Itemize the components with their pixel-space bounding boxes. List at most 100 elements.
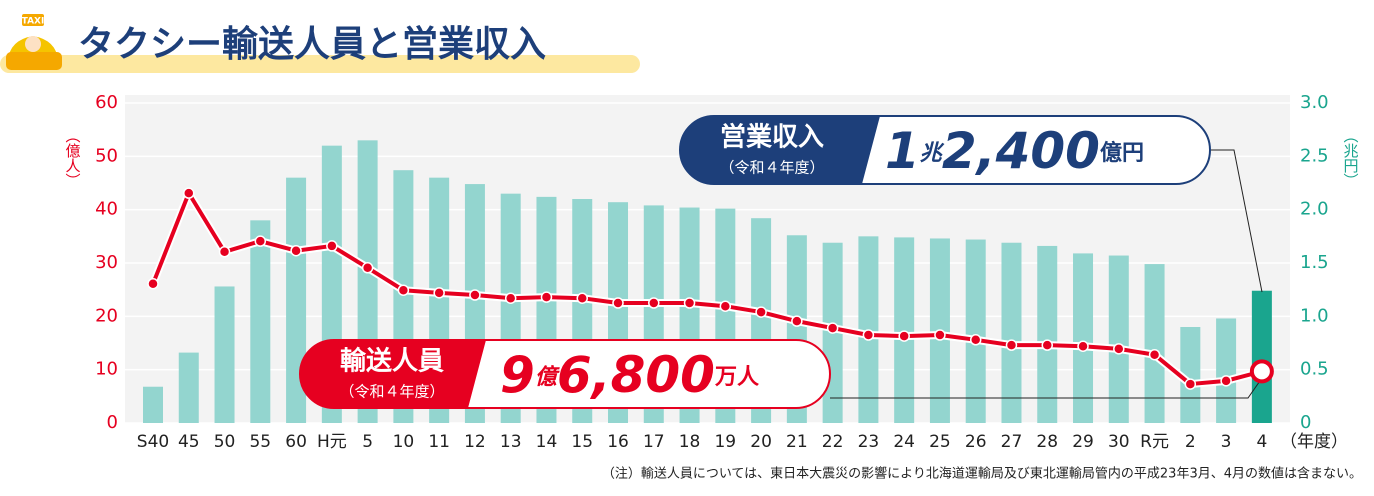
y-tick-label: 60 bbox=[95, 92, 118, 113]
x-axis-label: （年度） bbox=[1280, 432, 1348, 452]
point bbox=[326, 240, 338, 252]
y2-tick-label: 0.5 bbox=[1300, 359, 1329, 380]
point bbox=[934, 329, 946, 341]
connector bbox=[830, 377, 1263, 399]
point bbox=[1184, 378, 1197, 390]
point bbox=[1005, 339, 1018, 351]
x-tick-label: 20 bbox=[750, 432, 772, 452]
point bbox=[1249, 359, 1274, 384]
point bbox=[183, 187, 195, 199]
x-tick-label: 18 bbox=[679, 432, 701, 452]
x-tick-label: 22 bbox=[822, 432, 844, 452]
v: 2,400 bbox=[942, 122, 1100, 180]
point bbox=[1113, 343, 1125, 355]
callout-tag bbox=[300, 340, 486, 408]
u: 億円 bbox=[1100, 140, 1144, 166]
bar bbox=[1180, 327, 1201, 423]
y-tick-label: 0 bbox=[107, 412, 118, 433]
point bbox=[755, 306, 767, 318]
callout-label: 輸送人員 bbox=[340, 346, 444, 377]
point bbox=[648, 297, 660, 309]
callout-tag bbox=[680, 116, 880, 184]
point bbox=[361, 262, 374, 274]
x-tick-label: 24 bbox=[893, 432, 915, 452]
bar bbox=[1251, 290, 1272, 423]
point bbox=[433, 287, 445, 299]
point bbox=[1077, 340, 1089, 352]
bar bbox=[965, 239, 986, 423]
x-tick-label: 15 bbox=[571, 432, 593, 452]
y-tick-label: 40 bbox=[95, 199, 118, 220]
point bbox=[612, 297, 624, 309]
x-tick-label: R元 bbox=[1140, 432, 1169, 452]
y-axis-label: （億人） bbox=[64, 128, 82, 188]
point bbox=[540, 291, 553, 303]
point bbox=[826, 322, 839, 334]
point bbox=[504, 292, 517, 304]
bar bbox=[1073, 253, 1094, 423]
x-tick-label: 12 bbox=[464, 432, 486, 452]
x-tick-label: 13 bbox=[500, 432, 522, 452]
point bbox=[397, 284, 410, 296]
x-tick-label: 55 bbox=[249, 432, 271, 452]
x-tick-label: S40 bbox=[137, 432, 169, 452]
x-tick-label: 45 bbox=[178, 432, 200, 452]
u: 億 bbox=[535, 365, 561, 390]
point bbox=[1148, 348, 1161, 361]
connector bbox=[1210, 149, 1263, 293]
x-tick-label: H元 bbox=[317, 432, 347, 452]
point bbox=[969, 334, 982, 346]
line bbox=[151, 191, 1263, 387]
x-tick-label: 29 bbox=[1072, 432, 1094, 452]
point bbox=[791, 315, 803, 327]
taxi-icon: TAXI bbox=[6, 14, 62, 70]
x-tick-label: 26 bbox=[965, 432, 987, 452]
point bbox=[1041, 339, 1053, 351]
point bbox=[469, 289, 481, 301]
x-tick-label: 27 bbox=[1001, 432, 1023, 452]
y-tick-label: 50 bbox=[95, 145, 118, 166]
x-tick-label: 3 bbox=[1221, 432, 1232, 452]
point bbox=[147, 278, 159, 290]
point bbox=[576, 292, 588, 304]
point bbox=[218, 246, 231, 258]
callout-value: 1兆2,400億円 bbox=[885, 122, 1144, 180]
u: 万人 bbox=[714, 365, 759, 390]
title-highlight bbox=[0, 55, 640, 73]
x-tick-label: 19 bbox=[714, 432, 736, 452]
v: 1 bbox=[885, 122, 920, 180]
x-tick-label: 14 bbox=[536, 432, 558, 452]
y2-tick-label: 3.0 bbox=[1300, 92, 1329, 113]
x-tick-label: 5 bbox=[362, 432, 373, 452]
bar bbox=[1216, 318, 1237, 423]
y2-tick-label: 0 bbox=[1300, 412, 1311, 433]
note: （注）輸送人員については、東日本大震災の影響により北海道運輸局及び東北運輸局管内… bbox=[602, 466, 1362, 482]
y-tick-label: 20 bbox=[95, 305, 118, 326]
x-tick-label: 50 bbox=[214, 432, 236, 452]
point bbox=[719, 300, 732, 312]
v: 9 bbox=[500, 346, 535, 404]
bar bbox=[214, 286, 235, 423]
y-tick-label: 10 bbox=[95, 359, 118, 380]
x-tick-label: 11 bbox=[428, 432, 450, 452]
callout-value: 9億6,800万人 bbox=[500, 346, 759, 404]
x-tick-label: 10 bbox=[393, 432, 415, 452]
point bbox=[683, 297, 696, 309]
y2-tick-label: 2.5 bbox=[1300, 145, 1329, 166]
bar bbox=[178, 352, 199, 423]
y2-tick-label: 1.5 bbox=[1300, 252, 1329, 273]
bar bbox=[1108, 255, 1129, 423]
x-tick-label: 60 bbox=[285, 432, 307, 452]
point bbox=[862, 329, 875, 341]
x-tick-label: 16 bbox=[607, 432, 629, 452]
bar bbox=[1144, 264, 1165, 423]
bar bbox=[1001, 242, 1022, 423]
bar bbox=[286, 177, 307, 423]
chart-title: タクシー輸送人員と営業収入 bbox=[78, 24, 546, 65]
x-tick-label: 23 bbox=[858, 432, 880, 452]
point bbox=[1220, 375, 1232, 387]
v: 6,800 bbox=[557, 346, 715, 404]
x-tick-label: 2 bbox=[1185, 432, 1196, 452]
x-tick-label: 4 bbox=[1256, 432, 1267, 452]
bar bbox=[143, 386, 163, 423]
